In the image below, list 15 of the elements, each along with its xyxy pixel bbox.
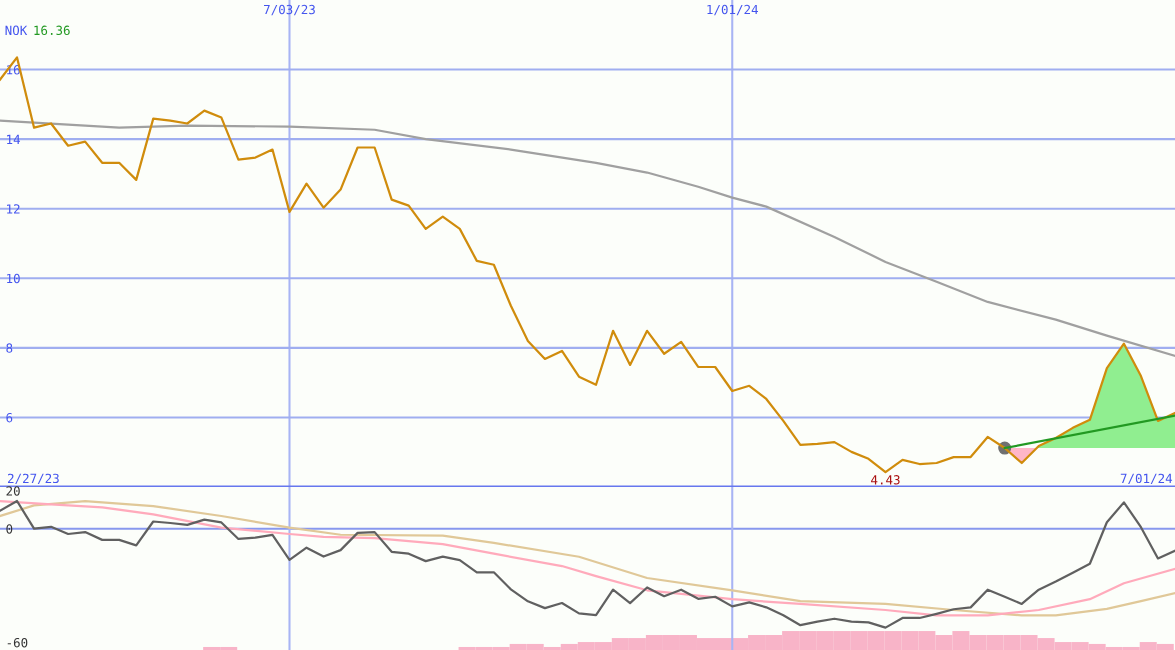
annotation: 7/01/24 [1120,473,1173,485]
x-tick-label: 1/01/24 [707,4,758,16]
annotation: 16.36 [34,25,70,36]
annotation: 4.43 [871,475,900,485]
annotation: NOK [5,25,28,36]
y-tick-label: 20 [6,486,20,496]
y-tick-label: 0 [6,524,13,534]
x-tick-label: 7/03/23 [264,4,315,16]
y-tick-label: 6 [6,412,13,423]
y-tick-label: 14 [7,134,21,144]
y-tick-label: 8 [6,343,13,353]
y-tick-label: 10 [7,273,20,284]
annotation: 2/27/23 [7,473,59,485]
y-tick-label: -60 [7,637,28,648]
y-tick-label: 12 [7,204,20,214]
